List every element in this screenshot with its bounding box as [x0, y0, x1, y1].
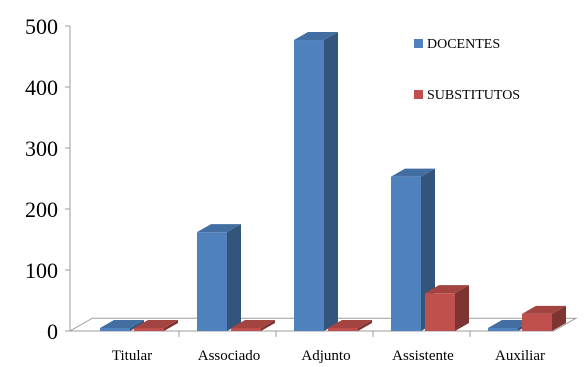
- bar-front-face: [391, 176, 421, 331]
- y-tick-label: 100: [25, 258, 58, 283]
- bar-top-face: [522, 305, 566, 314]
- bar-docentes-adjunto: [294, 32, 338, 331]
- bar-side-face: [552, 305, 566, 331]
- bar-top-face: [391, 168, 435, 177]
- legend: DOCENTES SUBSTITUTOS: [414, 37, 520, 103]
- bar-side-face: [227, 224, 241, 331]
- bar-side-face: [164, 320, 178, 331]
- bar-docentes-titular: [100, 319, 144, 331]
- legend-label-substitutos: SUBSTITUTOS: [427, 88, 520, 103]
- bar-top-face: [197, 224, 241, 233]
- bar-substitutos-assistente: [425, 285, 469, 331]
- bar-substitutos-titular: [134, 320, 178, 331]
- bar-docentes-associado: [197, 224, 241, 331]
- legend-swatch-substitutos: [414, 90, 423, 99]
- bar-top-face: [488, 319, 532, 328]
- y-tick-label: 400: [25, 75, 58, 100]
- x-tick-label: Auxiliar: [495, 348, 545, 364]
- x-tick-label: Associado: [198, 348, 261, 364]
- x-tick-label: Titular: [112, 348, 152, 364]
- y-tick-label: 200: [25, 197, 58, 222]
- legend-swatch-docentes: [414, 39, 423, 48]
- bar-front-face: [294, 40, 324, 331]
- bar-side-face: [324, 32, 338, 331]
- x-tick-label: Assistente: [392, 348, 454, 364]
- bar-front-face: [425, 293, 455, 331]
- bar-substitutos-auxiliar: [522, 305, 566, 331]
- bar-front-face: [488, 327, 518, 331]
- bar-front-face: [231, 328, 261, 331]
- bars-layer: [100, 32, 566, 331]
- bar-side-face: [455, 285, 469, 331]
- x-tick-labels: Titular Associado Adjunto Assistente Auxilia…: [112, 348, 545, 364]
- axes-layer: [65, 25, 471, 337]
- bar-top-face: [425, 285, 469, 294]
- legend-label-docentes: DOCENTES: [427, 37, 500, 52]
- y-tick-labels: 0 100 200 300 400 500: [25, 14, 58, 344]
- bar-side-face: [261, 320, 275, 331]
- bar-substitutos-adjunto: [328, 320, 372, 331]
- y-tick-label: 500: [25, 14, 58, 39]
- bar-front-face: [134, 328, 164, 331]
- bar-front-face: [328, 328, 358, 331]
- bar-top-face: [294, 32, 338, 41]
- bar-substitutos-associado: [231, 320, 275, 331]
- bar-front-face: [197, 232, 227, 331]
- bar-front-face: [522, 313, 552, 331]
- bar-top-face: [100, 319, 144, 328]
- bar-side-face: [130, 319, 144, 331]
- bar-top-face: [231, 320, 275, 328]
- y-tick-label: 300: [25, 136, 58, 161]
- y-tick-label: 0: [47, 319, 58, 344]
- bar-top-face: [134, 320, 178, 328]
- bar-top-face: [328, 320, 372, 328]
- bar-front-face: [100, 327, 130, 331]
- x-tick-label: Adjunto: [301, 348, 350, 364]
- bar-side-face: [358, 320, 372, 331]
